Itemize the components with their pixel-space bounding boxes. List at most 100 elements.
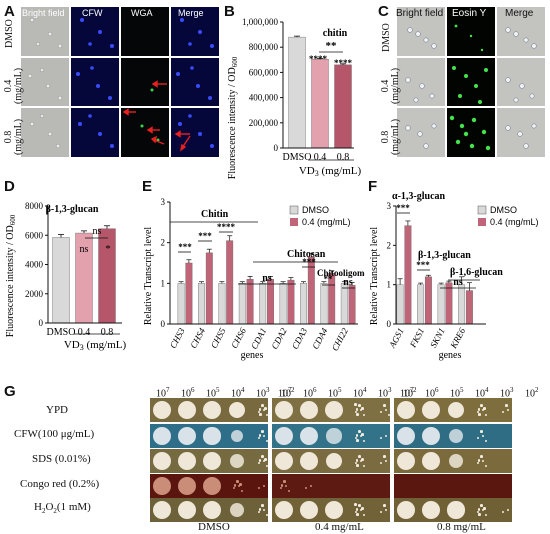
xtick-label-d-0: DMSO	[47, 327, 76, 338]
spot-0-2-0	[153, 452, 171, 470]
group-label-chitosan: Chitosan	[287, 249, 326, 260]
legend-label-dmso-f: DMSO	[490, 205, 517, 215]
dilution-header-2-1: 106	[425, 386, 439, 400]
colony-2-4-4-0	[506, 508, 510, 512]
ytick-label-f-1: 1	[387, 280, 392, 290]
g-row-label-congo: Congo red (0.2%)	[20, 478, 100, 490]
bar-e-CHS3-1	[185, 262, 193, 325]
colony-2-2-3-4	[477, 459, 481, 463]
plate-row-2-1	[394, 424, 512, 448]
colony-1-0-3-2	[358, 404, 361, 407]
xtick-label-b-1: 0.4	[314, 152, 327, 163]
colony-2-4-3-1	[476, 510, 480, 514]
bars-b	[288, 35, 352, 149]
xtick-label-e-2: CHS5	[209, 326, 228, 350]
plate-row-0-3	[150, 474, 268, 498]
c-row-label-dmso: DMSO	[381, 23, 392, 52]
panel-letter-a: A	[4, 3, 15, 20]
bar-e-CHS5-1	[226, 240, 234, 325]
xtick-label-f-1: FKS1	[407, 326, 426, 350]
bar-f-KRE6-1	[465, 290, 473, 325]
plate-row-1-3	[272, 474, 390, 498]
spot-0-3-2	[203, 477, 221, 495]
bar-e-CDA1-1	[267, 279, 274, 325]
ytick-label-e-0: 0	[161, 319, 166, 329]
group-label-chitin: Chitin	[201, 209, 229, 220]
dilution-header-0-3: 104	[231, 386, 245, 400]
colony-0-4-4-1	[257, 510, 261, 514]
dilution-header-1-2: 105	[328, 386, 342, 400]
sig-ns-e: ns	[262, 273, 272, 284]
spot-1-1-2	[326, 428, 342, 444]
group-label-chitooligomer: Chitooligomer	[317, 268, 365, 278]
axis-ylabel-e: Relative Transcript level	[143, 227, 154, 326]
spot-0-4-2	[203, 501, 221, 519]
c-eosin-04	[446, 57, 496, 107]
colony-0-2-4-5	[264, 458, 267, 461]
colony-1-1-3-6	[356, 439, 359, 442]
colony-0-3-4-0	[262, 484, 266, 488]
spot-2-1-0	[397, 427, 415, 445]
colony-2-0-3-3	[484, 413, 488, 417]
bar-e-CHS4-0	[198, 283, 205, 325]
colony-0-2-4-3	[265, 464, 268, 468]
colony-0-0-4-5	[264, 407, 267, 410]
dilution-header-1-5: 102	[403, 386, 417, 400]
bar-f-AGS1-1	[404, 225, 412, 325]
colony-2-4-3-0	[481, 508, 485, 512]
colony-2-0-3-2	[480, 404, 483, 407]
colony-0-0-4-6	[259, 413, 262, 416]
spot-0-2-3	[229, 453, 245, 469]
colony-0-3-3-4	[233, 484, 237, 488]
ytick-label-d-4: 8000	[25, 201, 44, 211]
sig-b-pair: **	[326, 40, 338, 52]
colony-2-2-3-2	[480, 455, 483, 458]
spot-0-0-3	[228, 401, 246, 419]
colony-1-3-1-0	[309, 484, 313, 488]
bar-e-CDA4-0	[320, 283, 328, 325]
colony-0-2-4-2	[261, 455, 264, 458]
dilution-header-2-3: 104	[475, 386, 489, 400]
colony-2-0-3-6	[478, 413, 481, 416]
c-col-header-eosin: Eosin Y	[452, 8, 487, 19]
ytick-label-f-2: 2	[387, 240, 392, 250]
sig-cda3: ***	[302, 257, 316, 267]
dilution-header-2-2: 105	[450, 386, 464, 400]
g-group-08: 0.8 mg/mL	[437, 521, 486, 533]
group-label-a13glucan: α-1,3-glucan	[392, 191, 446, 202]
sig-cda4: **	[324, 274, 334, 284]
bar-e-CDA1-0	[259, 283, 267, 325]
bar-b-0	[288, 36, 306, 149]
legend-swatch-04-f	[478, 218, 486, 226]
group-label-b13glucan: β-1,3-glucan	[418, 250, 471, 261]
colony-1-0-3-3	[362, 413, 366, 417]
spot-1-4-1	[300, 501, 318, 519]
colony-2-4-3-3	[484, 513, 488, 517]
colony-1-1-3-1	[354, 436, 358, 440]
colony-0-0-4-1	[257, 410, 261, 414]
chart-f: Relative Transcript level 0 1 2 3 AGS1 FKS1 S…	[369, 191, 539, 361]
spot-2-0-2	[447, 401, 465, 419]
spot-2-1-2	[448, 428, 464, 444]
bar-d-0	[52, 237, 70, 324]
ytick-label-e-1: 1	[161, 278, 166, 288]
colony-2-0-3-4	[477, 408, 481, 412]
bar-e-CHS6-0	[238, 283, 246, 325]
colony-0-1-4-1	[257, 436, 261, 440]
colony-0-2-4-0	[262, 459, 266, 463]
xtick-label-f-2: SKN1	[428, 326, 447, 349]
colony-2-0-4-0	[506, 408, 510, 412]
spot-2-0-1	[422, 401, 440, 419]
colony-0-1-4-2	[261, 430, 264, 433]
colony-0-3-3-3	[240, 489, 244, 493]
c-row-label-04: 0.4 (mg/mL)	[380, 67, 401, 104]
colony-0-4-4-0	[262, 508, 266, 512]
colony-1-0-4-3	[387, 413, 390, 417]
colony-1-3-0-1	[279, 486, 283, 490]
plate-row-1-1	[272, 424, 390, 448]
dilution-header-0-0: 107	[156, 386, 170, 400]
colony-1-2-4-1	[379, 461, 383, 465]
spot-0-2-1	[178, 452, 196, 470]
c-col-header-bright-field: Bright field	[396, 8, 444, 19]
